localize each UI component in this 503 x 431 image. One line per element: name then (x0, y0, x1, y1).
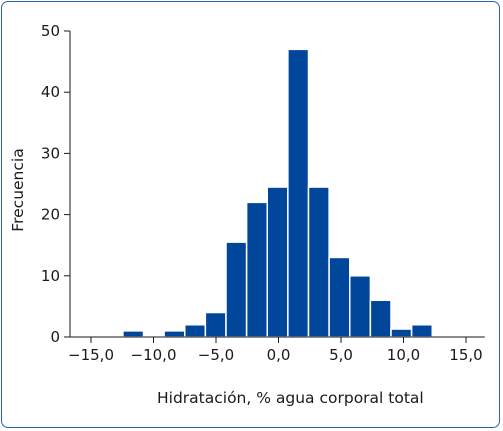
histogram-bar-0 (122, 330, 145, 338)
y-tick-label: 30 (41, 144, 60, 162)
x-tick-label: 15,0 (449, 346, 482, 364)
x-tick-label: 5,0 (329, 346, 353, 364)
x-tick-label: −10,0 (131, 346, 177, 364)
y-tick-label: 10 (41, 267, 60, 285)
tick-labels: 0 10 20 30 40 50 −15,0 −10,0 −5,0 0,0 5,0 10,0 15,0 (41, 22, 483, 364)
x-tick-label: 0,0 (267, 346, 291, 364)
histogram-bar-4 (204, 311, 227, 338)
axes (69, 31, 485, 338)
y-tick-label: 50 (41, 22, 60, 40)
y-axis-title: Frecuencia (9, 148, 27, 231)
y-tick-label: 40 (41, 83, 60, 101)
tick-marks (64, 30, 467, 343)
histogram-bar-14 (410, 324, 433, 338)
histogram-bar-13 (390, 328, 413, 338)
histogram-bar-2 (163, 330, 186, 338)
x-tick-label: 10,0 (387, 346, 420, 364)
histogram-bar-11 (349, 275, 372, 338)
histogram-bar-3 (184, 324, 207, 338)
histogram-bar-7 (266, 186, 289, 338)
y-tick-label: 20 (41, 206, 60, 224)
histogram-bar-5 (225, 241, 248, 338)
x-axis-title: Hidratación, % agua corporal total (157, 389, 424, 407)
histogram-bar-9 (307, 186, 330, 338)
histogram-bar-6 (245, 201, 268, 338)
histogram-bar-10 (328, 256, 351, 338)
histogram-bar-8 (287, 48, 310, 338)
y-tick-label: 0 (50, 328, 60, 346)
x-tick-label: −5,0 (198, 346, 234, 364)
histogram-bar-12 (369, 299, 392, 338)
x-tick-label: −15,0 (68, 346, 114, 364)
histogram-bars (122, 48, 433, 338)
